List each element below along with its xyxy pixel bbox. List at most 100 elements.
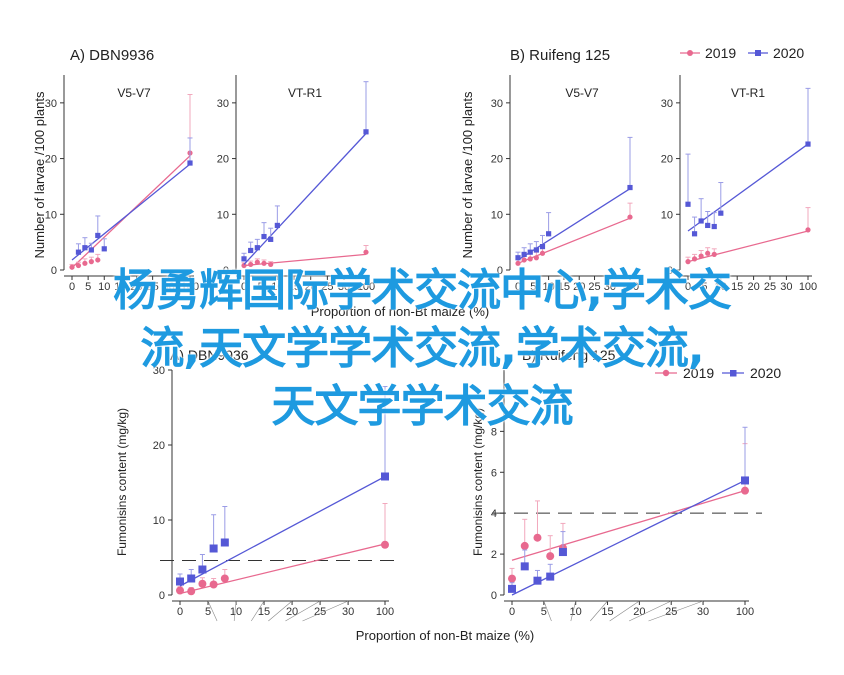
data-point bbox=[88, 259, 94, 265]
y-tick-label: 6 bbox=[491, 467, 497, 479]
chart-bottom-a: 0 10 20 30 0 5 10 15 20 25 30 100 bbox=[153, 365, 402, 622]
x-tick-label: 100 bbox=[736, 606, 754, 618]
chart-bottom-b: 0 2 4 6 8 0 5 10 15 20 25 30 100 bbox=[491, 370, 762, 622]
data-point bbox=[515, 260, 521, 266]
x-tick-label: 100 bbox=[799, 281, 817, 293]
bottom-x-axis-label: Proportion of non-Bt maize (%) bbox=[356, 628, 534, 643]
x-tick-leader bbox=[285, 600, 321, 622]
data-point bbox=[75, 262, 82, 269]
series-2020 bbox=[71, 137, 193, 261]
x-tick-label: 0 bbox=[177, 606, 183, 618]
legend-2020-marker bbox=[755, 50, 761, 56]
x-tick-label: 30 bbox=[163, 281, 175, 293]
x-tick-label: 15 bbox=[601, 606, 613, 618]
data-point bbox=[254, 259, 260, 265]
subplot-title-top-b-left: V5-V7 bbox=[565, 86, 599, 100]
data-point bbox=[520, 541, 529, 550]
x-tick-label: 0 bbox=[241, 281, 247, 293]
y-tick-label: 30 bbox=[661, 98, 673, 110]
data-point bbox=[363, 129, 369, 135]
fit-line bbox=[511, 490, 746, 561]
data-point bbox=[69, 264, 75, 270]
data-point bbox=[705, 250, 711, 256]
data-point bbox=[691, 256, 698, 262]
x-tick-label: 5 bbox=[85, 281, 91, 293]
x-tick-label: 15 bbox=[288, 281, 300, 293]
series-2020 bbox=[685, 87, 811, 237]
y-tick-label: 20 bbox=[491, 154, 503, 166]
data-point bbox=[363, 249, 369, 255]
x-tick-label: 10 bbox=[542, 281, 554, 293]
data-point bbox=[705, 222, 711, 229]
top-a-y-axis-label: Number of larvae /100 plants bbox=[32, 91, 47, 258]
data-point bbox=[101, 246, 107, 252]
x-tick-label: 20 bbox=[633, 606, 645, 618]
x-tick-label: 15 bbox=[114, 281, 126, 293]
data-point bbox=[546, 231, 552, 237]
x-tick-label: 5 bbox=[701, 281, 707, 293]
x-tick-leader bbox=[609, 600, 640, 622]
data-point bbox=[248, 261, 254, 268]
legend-2019-marker bbox=[687, 50, 693, 56]
x-tick-label: 0 bbox=[509, 606, 515, 618]
data-point bbox=[546, 552, 555, 561]
y-tick-label: 0 bbox=[51, 265, 57, 277]
x-tick-label: 100 bbox=[181, 281, 199, 293]
x-tick-label: 5 bbox=[258, 281, 264, 293]
x-tick-label: 100 bbox=[357, 281, 375, 293]
data-point bbox=[741, 476, 749, 485]
x-tick-label: 30 bbox=[342, 606, 354, 618]
y-tick-label: 10 bbox=[153, 515, 165, 527]
fit-line bbox=[687, 143, 809, 232]
top-x-axis-label: Proportion of non-Bt maize (%) bbox=[311, 304, 489, 319]
x-tick-label: 10 bbox=[98, 281, 110, 293]
y-tick-label: 0 bbox=[159, 590, 165, 602]
y-tick-label: 30 bbox=[45, 98, 57, 110]
series-2019 bbox=[176, 503, 389, 596]
y-tick-label: 10 bbox=[491, 209, 503, 221]
y-tick-label: 10 bbox=[45, 209, 57, 221]
x-tick-label: 10 bbox=[230, 606, 242, 618]
x-tick-leader bbox=[570, 600, 576, 622]
x-tick-label: 30 bbox=[780, 281, 792, 293]
data-point bbox=[685, 259, 691, 265]
series-2019 bbox=[685, 207, 811, 265]
x-tick-leader bbox=[302, 600, 349, 622]
legend-bottom-2019-marker bbox=[662, 369, 670, 377]
data-point bbox=[508, 584, 516, 593]
y-tick-label: 20 bbox=[45, 154, 57, 166]
data-point bbox=[691, 231, 698, 237]
x-tick-label: 0 bbox=[69, 281, 75, 293]
x-tick-label: 5 bbox=[530, 281, 536, 293]
y-tick-label: 10 bbox=[661, 209, 673, 221]
bottom-a-y-axis-label: Fumonisins content (mg/kg) bbox=[115, 408, 129, 556]
data-point bbox=[521, 251, 527, 257]
legend-top: 2019 2020 bbox=[680, 45, 804, 61]
data-point bbox=[220, 538, 229, 547]
x-tick-leader bbox=[628, 600, 672, 622]
y-tick-label: 0 bbox=[667, 265, 673, 277]
series-2020 bbox=[508, 426, 749, 596]
data-point bbox=[209, 580, 218, 589]
subplot-title-top-a-right: VT-R1 bbox=[288, 86, 322, 100]
y-tick-label: 0 bbox=[497, 265, 503, 277]
x-tick-label: 10 bbox=[715, 281, 727, 293]
y-tick-label: 20 bbox=[661, 154, 673, 166]
x-tick-label: 30 bbox=[604, 281, 616, 293]
data-point bbox=[220, 574, 229, 583]
x-tick-label: 30 bbox=[338, 281, 350, 293]
data-point bbox=[711, 223, 717, 230]
data-point bbox=[176, 586, 184, 595]
data-point bbox=[198, 565, 207, 574]
subplot-title-top-a-left: V5-V7 bbox=[117, 86, 151, 100]
data-point bbox=[698, 218, 704, 224]
data-point bbox=[627, 214, 633, 220]
data-point bbox=[268, 261, 274, 268]
panel-title-top-a: A) DBN9936 bbox=[70, 47, 154, 64]
data-point bbox=[521, 257, 527, 263]
data-point bbox=[187, 574, 196, 583]
y-tick-label: 0 bbox=[491, 590, 497, 602]
